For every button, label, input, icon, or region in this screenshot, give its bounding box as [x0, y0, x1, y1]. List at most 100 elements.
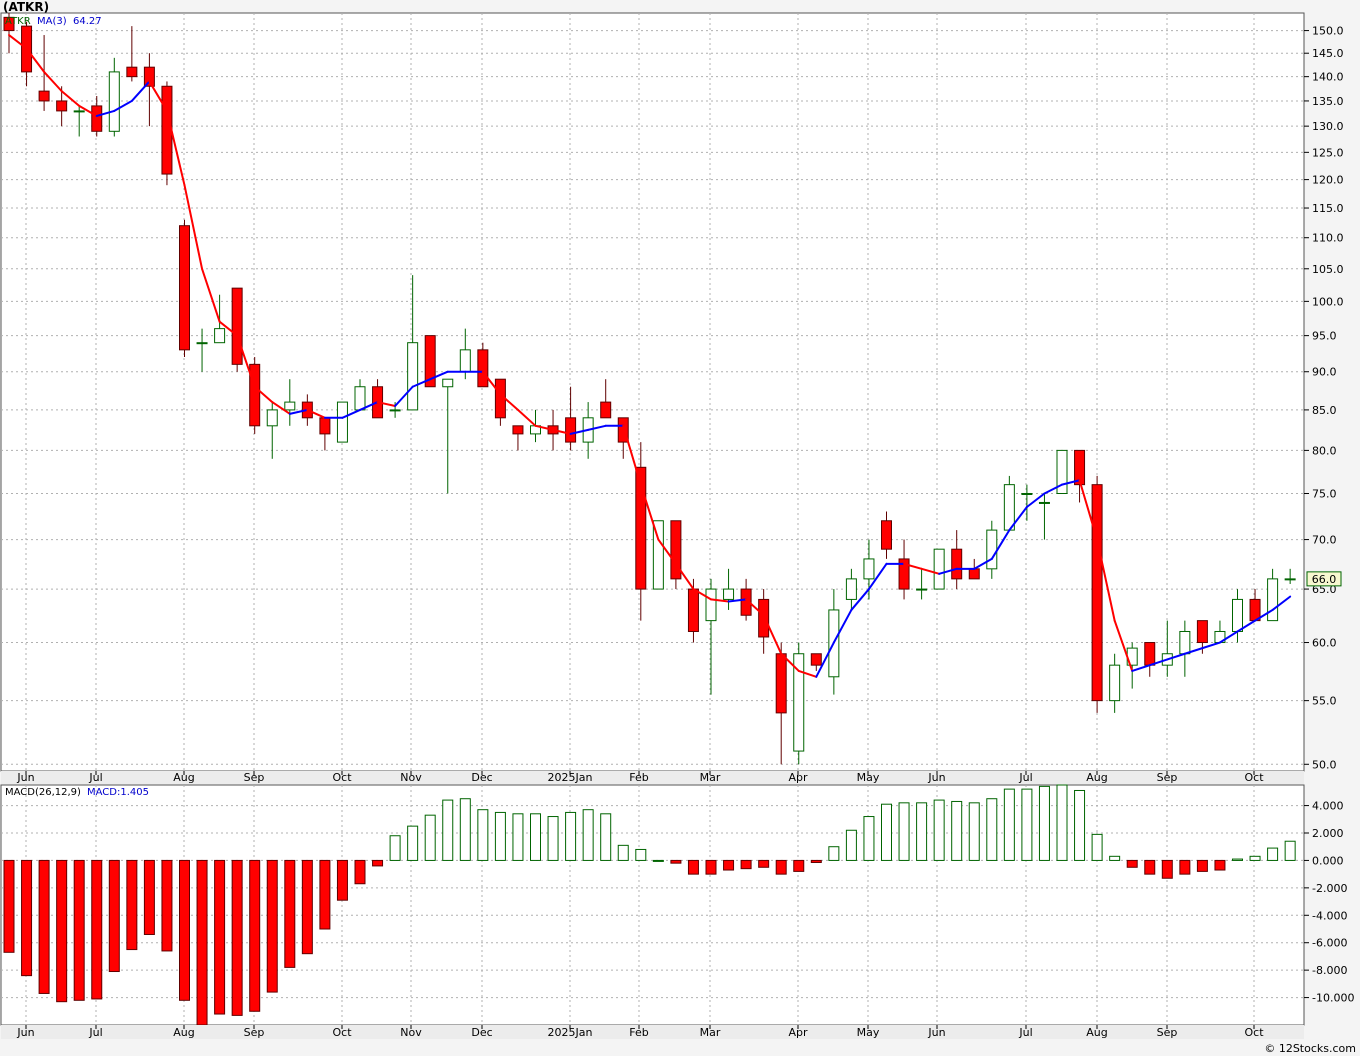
candle-body	[863, 558, 875, 580]
x-tick-label: Apr	[788, 771, 808, 784]
candle-body	[1144, 642, 1156, 666]
x-axis-strip-price	[1, 771, 1304, 784]
macd-bar	[1284, 840, 1296, 861]
ma-segment	[376, 401, 397, 407]
macd-x-tick-label: Jun	[16, 1026, 34, 1039]
ma-segment	[903, 562, 923, 570]
candle	[705, 578, 717, 695]
macd-bar	[723, 859, 735, 871]
candle-body	[705, 588, 717, 622]
macd-bar	[810, 859, 822, 863]
candle-body	[898, 558, 910, 590]
macd-bar	[459, 798, 471, 861]
macd-bar	[687, 859, 699, 875]
macd-bar	[494, 811, 506, 861]
candle	[670, 520, 682, 590]
candle	[512, 425, 524, 451]
x-tick-label: Dec	[471, 771, 492, 784]
candle	[1109, 653, 1121, 713]
macd-bar	[1021, 788, 1033, 861]
ma-segment	[516, 408, 537, 427]
ma-segment	[1254, 608, 1274, 622]
ma-segment	[745, 598, 765, 617]
candle	[916, 568, 928, 600]
ma-segment	[306, 408, 326, 419]
candle	[617, 417, 629, 459]
x-tick-label: May	[857, 771, 880, 784]
macd-y-tick-label: -10.000	[1312, 992, 1354, 1005]
candle	[1091, 475, 1103, 713]
y-tick-label: 120.0	[1312, 174, 1344, 187]
y-tick-label: 150.0	[1312, 25, 1344, 38]
macd-bar	[354, 859, 366, 885]
x-axis-strip-macd	[1, 1025, 1304, 1039]
macd-bar	[91, 859, 103, 1000]
macd-bar	[1161, 859, 1173, 879]
macd-bar	[319, 859, 331, 930]
candle-body	[477, 349, 489, 388]
candle	[1056, 449, 1068, 494]
x-tick-label: Aug	[1086, 771, 1107, 784]
x-tick-label: Aug	[173, 771, 194, 784]
legend-ticker: ATKR	[5, 16, 31, 27]
macd-bar	[652, 859, 664, 862]
macd-x-tick-label: Mar	[700, 1026, 721, 1039]
macd-bar	[108, 859, 120, 973]
candle-body	[108, 71, 120, 132]
macd-bar	[56, 859, 68, 1003]
macd-bar	[547, 816, 559, 861]
legend-ma-value: 64.27	[73, 16, 102, 27]
ma-segment	[165, 109, 186, 187]
candle-body	[1109, 664, 1121, 702]
credit-label: © 12Stocks.com	[1264, 1042, 1356, 1055]
candle	[1267, 568, 1279, 622]
candle-body	[670, 520, 682, 580]
macd-y-tick-label: -2.000	[1312, 882, 1347, 895]
candle-body	[986, 529, 998, 570]
y-tick-label: 90.0	[1312, 366, 1337, 379]
candle-body	[1232, 598, 1243, 632]
macd-x-tick-label: Feb	[629, 1026, 648, 1039]
ma-segment	[130, 80, 151, 102]
candle	[758, 589, 770, 654]
candle	[1284, 568, 1296, 584]
ma-segment	[710, 598, 730, 603]
ma-segment	[183, 184, 204, 270]
macd-bar	[126, 859, 138, 951]
ma-segment	[359, 401, 379, 411]
macd-bar	[1038, 785, 1050, 861]
macd-bar	[1126, 859, 1138, 868]
ma-segment	[569, 428, 590, 435]
macd-panel	[0, 784, 1305, 1026]
macd-x-tick-label: Dec	[471, 1026, 492, 1039]
ma-segment	[78, 104, 98, 117]
candle	[951, 530, 963, 590]
chart-title: (ATKR)	[3, 0, 50, 14]
candle	[477, 342, 489, 388]
y-tick-label: 130.0	[1312, 120, 1344, 133]
ma-segment	[1061, 479, 1081, 486]
ma-segment	[1148, 658, 1169, 667]
macd-bar	[179, 859, 190, 1001]
macd-x-tick-label: Oct	[1244, 1026, 1264, 1039]
ma-segment	[1201, 641, 1221, 650]
candle	[266, 402, 278, 459]
macd-bar	[73, 859, 85, 1001]
macd-bar	[881, 803, 892, 861]
macd-y-tick-label: -6.000	[1312, 937, 1347, 950]
macd-x-tick-label: Sep	[1157, 1026, 1178, 1039]
macd-bar	[424, 814, 436, 861]
candle	[933, 548, 945, 590]
macd-bar	[161, 859, 173, 952]
ma-segment	[148, 80, 168, 112]
macd-bar	[266, 859, 278, 993]
macd-bar	[845, 829, 857, 861]
x-tick-label: Nov	[400, 771, 422, 784]
x-tick-label: Sep	[1157, 771, 1178, 784]
candle	[108, 57, 120, 137]
ma-segment	[657, 538, 677, 565]
macd-bar	[758, 859, 770, 868]
ma-segment	[692, 588, 712, 601]
y-tick-label: 115.0	[1312, 202, 1344, 215]
candle-body	[968, 568, 980, 580]
